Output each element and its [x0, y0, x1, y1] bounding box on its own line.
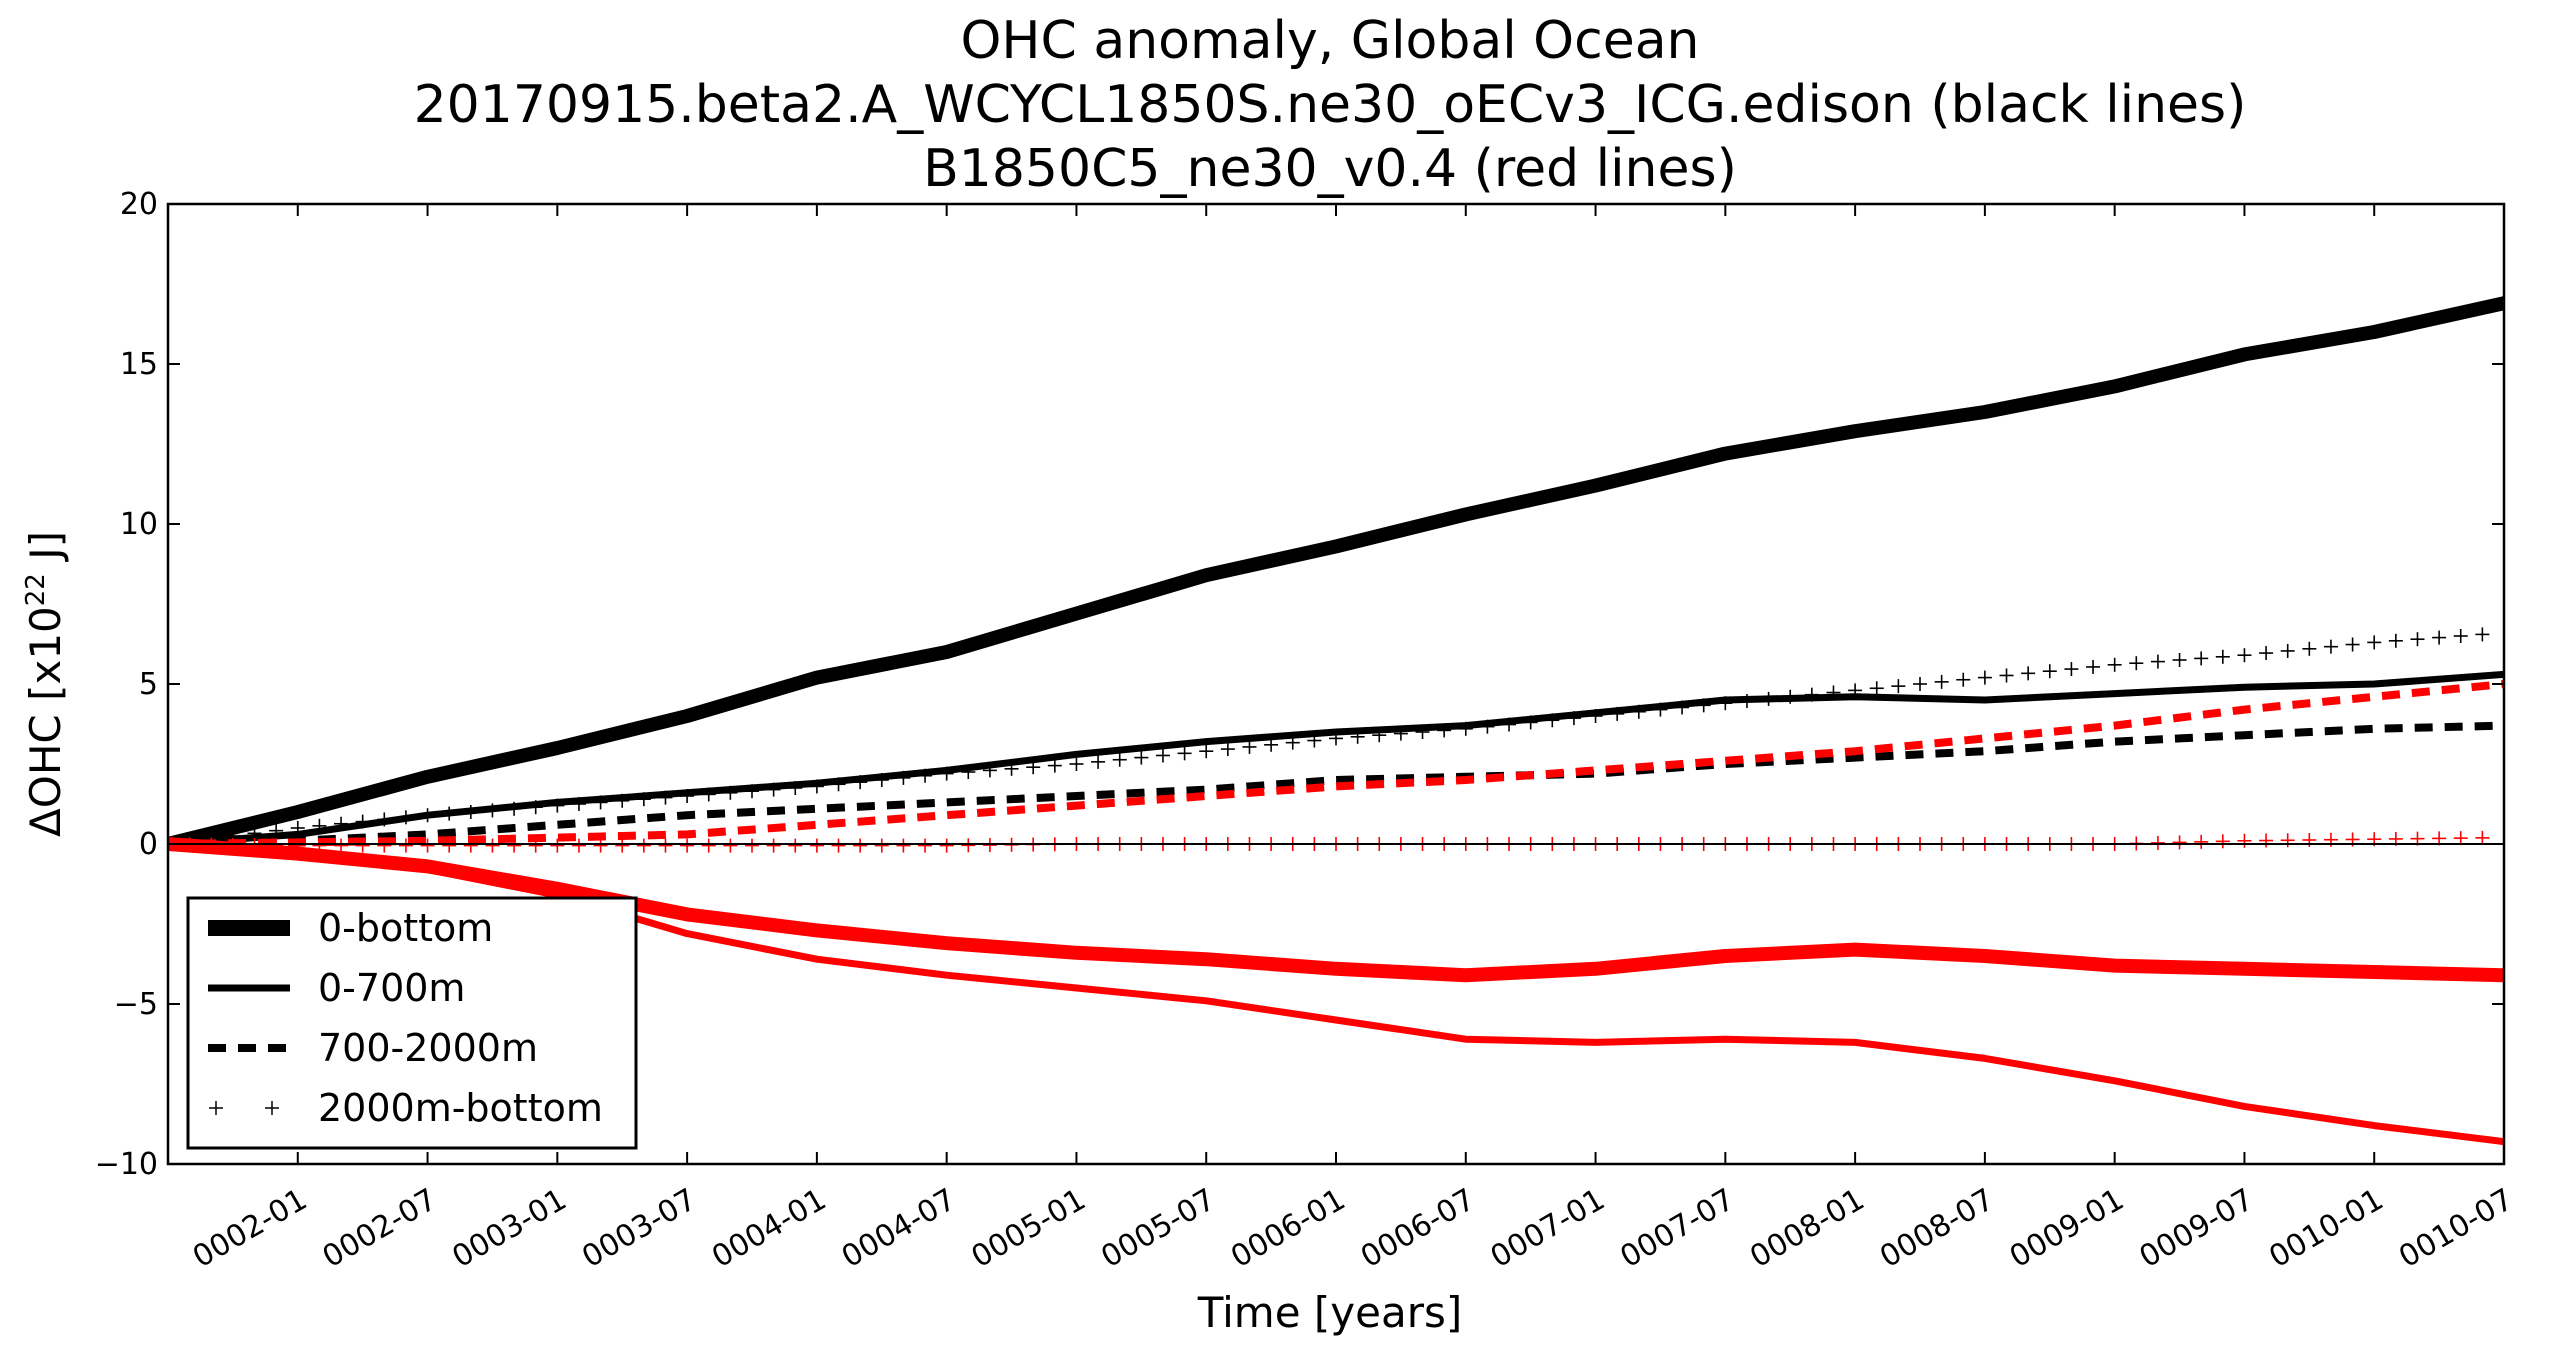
series-red-0-bottom: [168, 837, 2504, 983]
legend: 0-bottom 0-700m 700-2000m 2000m-bottom: [186, 896, 638, 1150]
x-tick-label: 0003-07: [576, 1182, 702, 1275]
x-tick-label: 0003-01: [447, 1182, 573, 1275]
chart-title-line-1: OHC anomaly, Global Ocean: [960, 11, 1699, 71]
x-tick-label: 0009-01: [2004, 1182, 2130, 1275]
x-tick-label: 0008-01: [1744, 1182, 1870, 1275]
y-axis-label: ΔOHC [x1022 J]: [21, 531, 70, 837]
x-tick-label: 0010-01: [2263, 1182, 2389, 1275]
x-tick-label: 0007-07: [1615, 1182, 1741, 1275]
legend-label-0-700m: 0-700m: [318, 966, 465, 1010]
y-tick-label: −5: [114, 987, 158, 1022]
series-black-2000m-bottom: [168, 627, 2490, 851]
chart-title-line-2: 20170915.beta2.A_WCYCL1850S.ne30_oECv3_I…: [414, 75, 2247, 135]
legend-label-0-bottom: 0-bottom: [318, 906, 493, 950]
x-tick-label: 0004-07: [836, 1182, 962, 1275]
y-tick-label: 20: [120, 187, 158, 222]
series-black-0-bottom: [168, 296, 2504, 851]
series-red-700-2000m: [168, 680, 2504, 848]
y-tick-label: 0: [139, 827, 158, 862]
x-tick-label: 0006-07: [1355, 1182, 1481, 1275]
x-tick-label: 0005-07: [1095, 1182, 1221, 1275]
x-tick-label: 0009-07: [2134, 1182, 2260, 1275]
y-tick-label: −10: [95, 1147, 158, 1182]
x-axis-label: Time [years]: [1197, 1288, 1463, 1337]
y-axis-label-unit: J]: [21, 531, 70, 573]
legend-frame: [186, 896, 638, 1150]
legend-label-700-2000m: 700-2000m: [318, 1026, 538, 1070]
legend-label-2000m-bottom: 2000m-bottom: [318, 1086, 603, 1130]
y-tick-label: 15: [120, 347, 158, 382]
x-tick-label: 0002-07: [317, 1182, 443, 1275]
y-axis-label-exponent: 22: [21, 573, 51, 606]
x-tick-label: 0006-01: [1225, 1182, 1351, 1275]
series-layer: [168, 296, 2504, 1146]
y-tick-label: 10: [120, 507, 158, 542]
x-tick-label: 0005-01: [966, 1182, 1092, 1275]
chart-title-line-3: B1850C5_ne30_v0.4 (red lines): [923, 139, 1737, 199]
x-tick-label: 0004-01: [706, 1182, 832, 1275]
legend-swatch-2000m-bottom: [209, 1101, 279, 1115]
y-axis-label-main: ΔOHC [x10: [21, 606, 70, 837]
y-tick-label: 5: [139, 667, 158, 702]
x-tick-label: 0010-07: [2393, 1182, 2519, 1275]
series-red-0-700m: [168, 840, 2504, 1146]
x-tick-label: 0007-01: [1485, 1182, 1611, 1275]
x-tick-label: 0008-07: [1874, 1182, 2000, 1275]
chart-title: OHC anomaly, Global Ocean 20170915.beta2…: [414, 11, 2247, 199]
x-tick-label: 0002-01: [187, 1182, 313, 1275]
